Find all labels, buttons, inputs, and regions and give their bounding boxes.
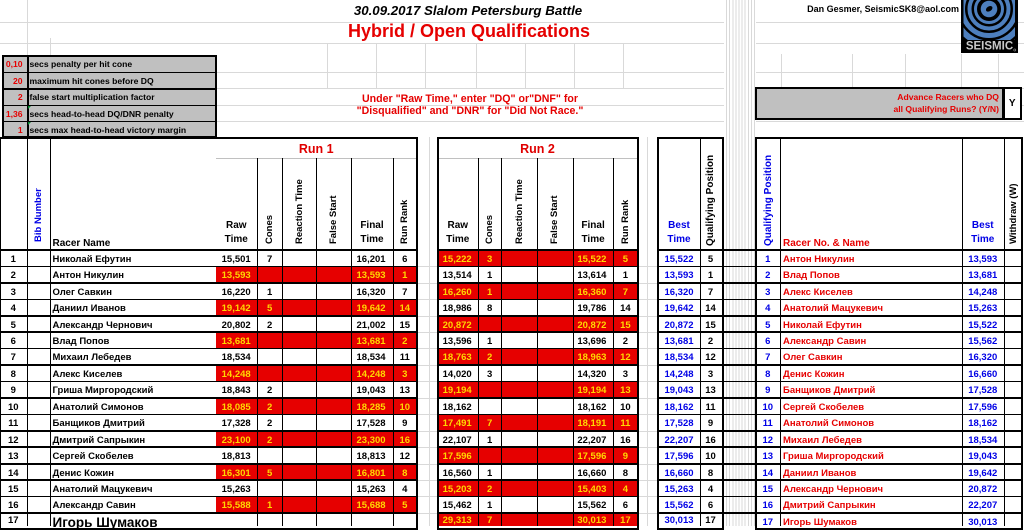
- svg-text:SEISMIC: SEISMIC: [966, 41, 1013, 53]
